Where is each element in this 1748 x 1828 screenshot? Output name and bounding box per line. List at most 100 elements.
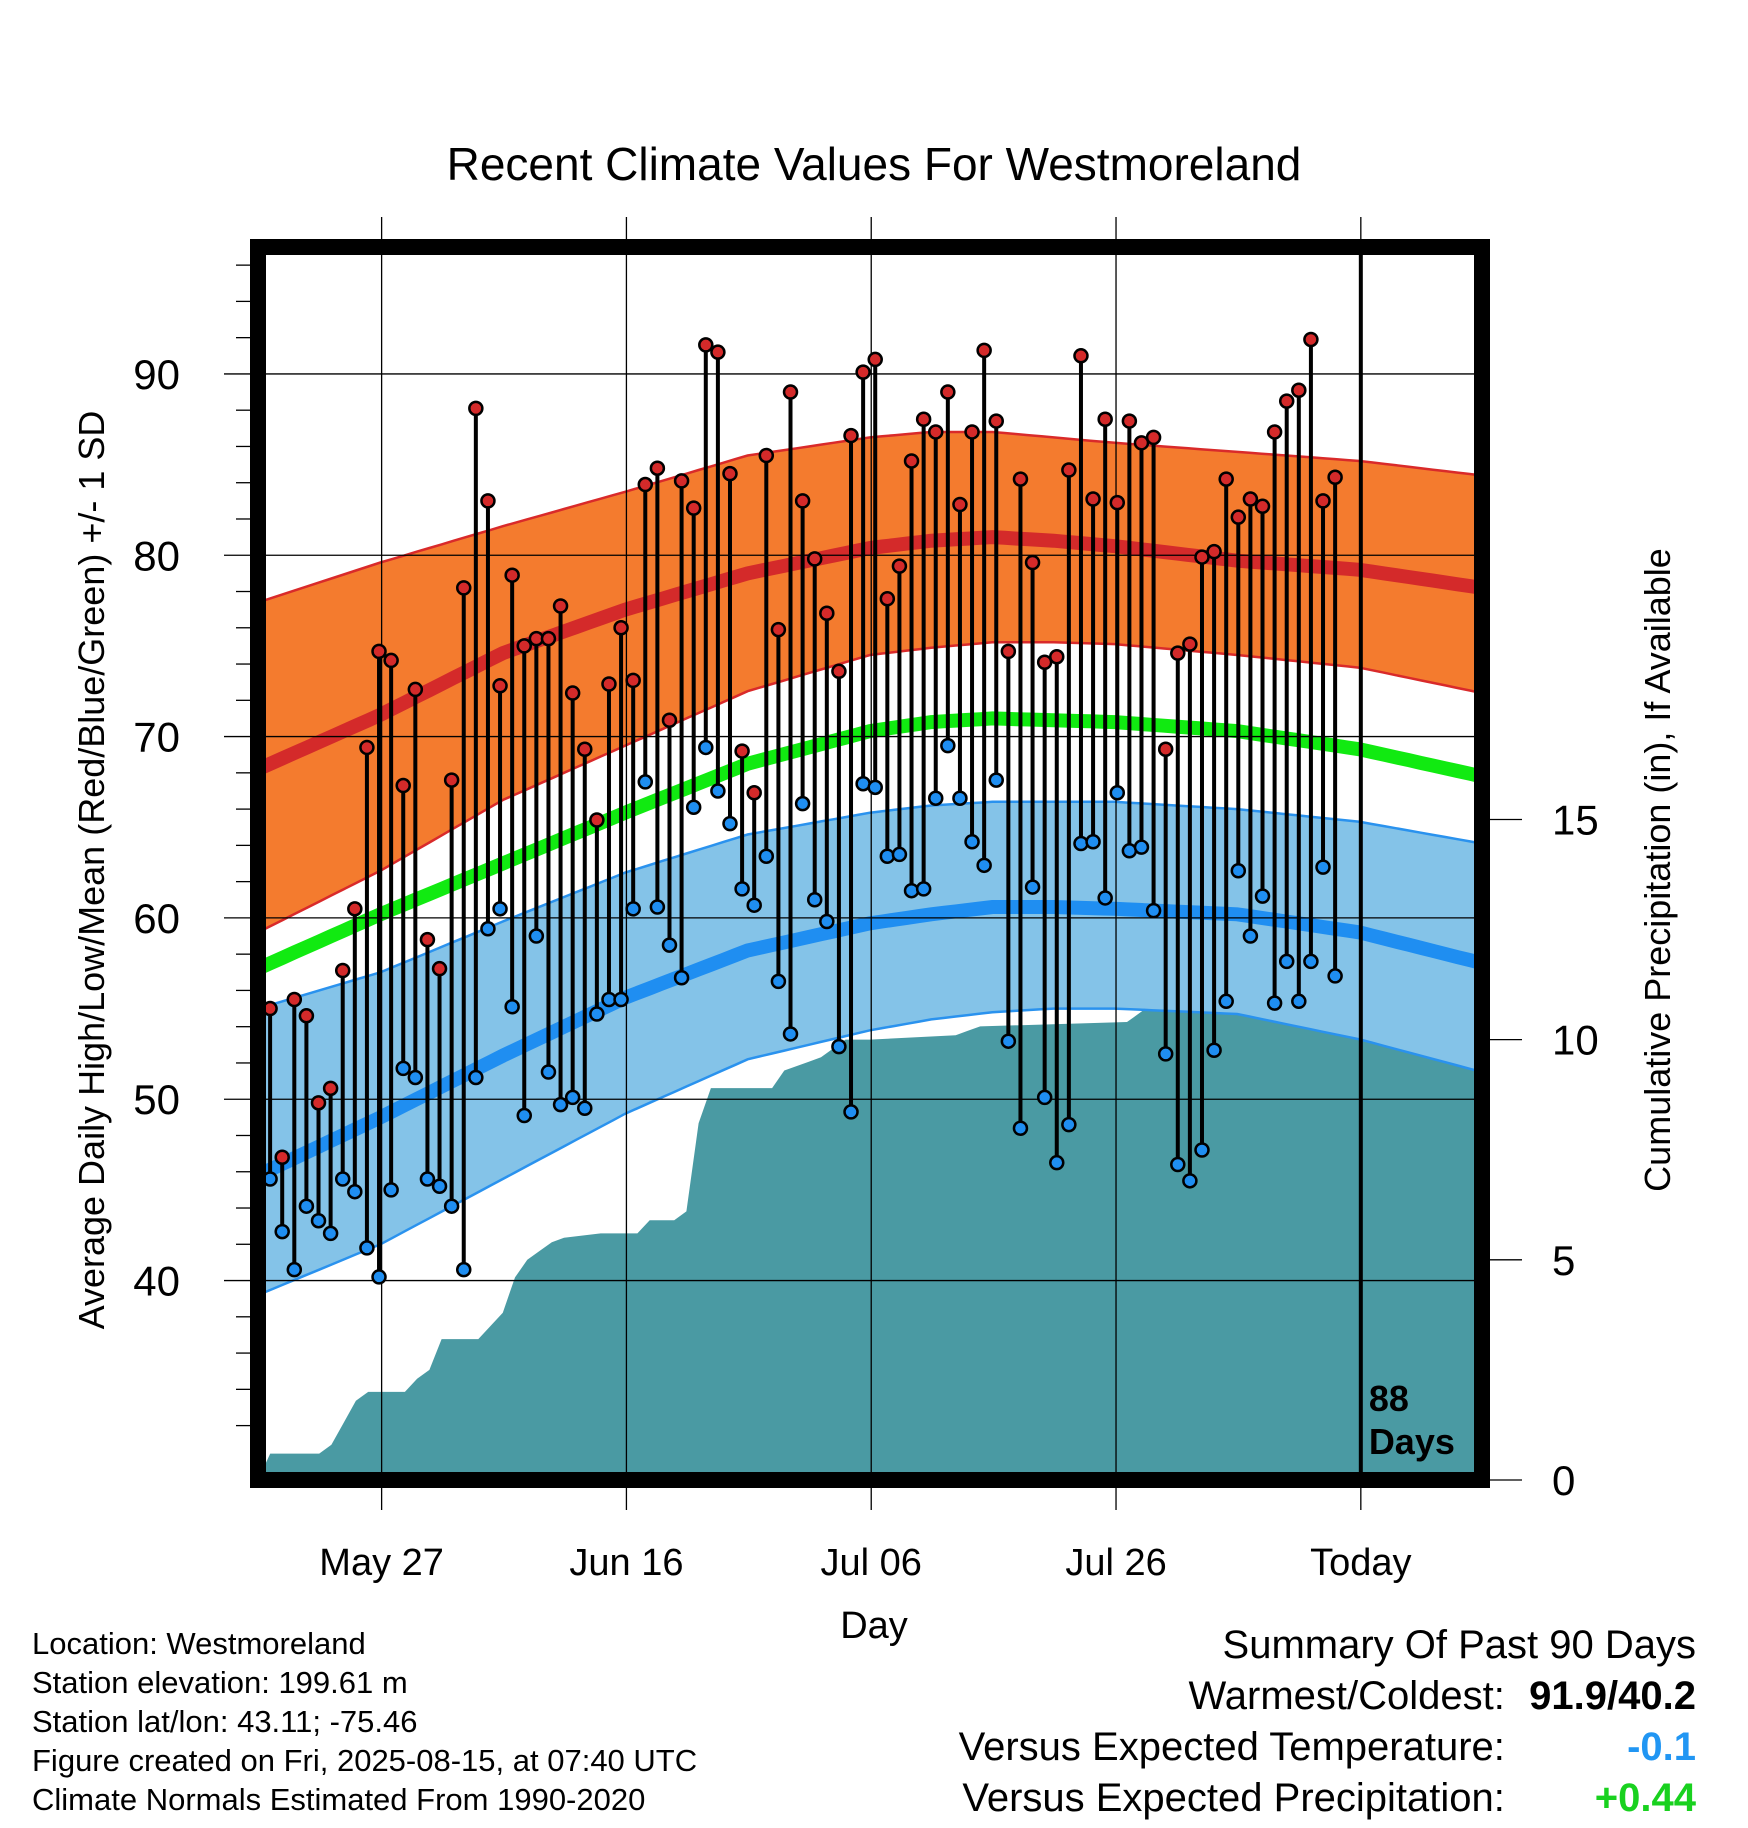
low-point — [819, 913, 835, 930]
low-point — [1291, 993, 1307, 1010]
low-point — [843, 1104, 859, 1120]
high-point — [782, 384, 799, 400]
low-point — [371, 1269, 387, 1285]
low-point — [794, 795, 811, 812]
low-point — [1278, 953, 1295, 970]
high-point — [492, 678, 508, 694]
low-point — [1145, 902, 1162, 919]
warm-cold-label: Warmest/Coldest: — [1188, 1674, 1505, 1718]
low-point — [1170, 1156, 1186, 1173]
high-point — [710, 344, 726, 360]
high-point — [1036, 654, 1053, 670]
low-point — [867, 779, 883, 796]
high-point — [673, 473, 690, 489]
low-point — [298, 1198, 315, 1214]
chart-title: Recent Climate Values For Westmoreland — [447, 138, 1302, 190]
high-point — [516, 638, 533, 654]
high-point — [1109, 494, 1126, 511]
high-point — [903, 453, 920, 469]
low-point — [1242, 928, 1259, 944]
high-point — [1049, 649, 1065, 665]
high-point — [1254, 498, 1271, 515]
latlon-text: Station lat/lon: 43.11; -75.46 — [32, 1704, 418, 1739]
low-point — [589, 1006, 605, 1022]
high-point — [298, 1008, 315, 1024]
high-point — [1315, 493, 1331, 509]
low-point — [359, 1240, 375, 1256]
y2-tick-label: 5 — [1552, 1237, 1575, 1284]
low-point — [1085, 833, 1101, 850]
summary-temp-row: Versus Expected Temperature: -0.1 — [796, 1722, 1696, 1773]
low-point — [940, 737, 956, 754]
high-point — [1278, 393, 1295, 409]
high-band-upper-edge — [258, 430, 1482, 604]
high-point — [891, 558, 908, 574]
low-point — [1315, 859, 1331, 875]
low-point — [564, 1089, 581, 1106]
low-point — [927, 790, 944, 806]
low-point — [1327, 968, 1343, 984]
low-point — [1303, 953, 1319, 970]
low-point — [1012, 1120, 1029, 1136]
warm-cold-value: 91.9/40.2 — [1529, 1674, 1696, 1718]
high-point — [589, 812, 605, 828]
high-point — [855, 364, 871, 380]
low-point — [698, 739, 714, 756]
low-point — [613, 991, 629, 1008]
high-point — [286, 991, 303, 1008]
high-point — [334, 962, 351, 979]
low-point — [431, 1178, 448, 1195]
high-point — [383, 652, 399, 669]
low-point — [407, 1069, 424, 1086]
plot-frame — [250, 239, 1490, 1488]
low-point — [770, 973, 787, 990]
low-point — [1230, 863, 1247, 879]
low-point — [1194, 1142, 1210, 1158]
y-tick-label: 50 — [133, 1076, 180, 1123]
low-point — [347, 1183, 363, 1200]
high-point — [347, 901, 363, 917]
elevation-text: Station elevation: 199.61 m — [32, 1665, 408, 1700]
high-point — [504, 567, 520, 583]
low-point — [1109, 785, 1126, 801]
high-point — [794, 493, 811, 509]
high-point — [758, 447, 775, 464]
high-point — [940, 384, 956, 400]
low-point — [504, 998, 520, 1015]
high-point — [552, 598, 569, 614]
high-point — [1024, 554, 1041, 571]
high-point — [952, 496, 968, 513]
high-point — [1327, 469, 1343, 486]
x-tick-label: May 27 — [319, 1542, 444, 1584]
high-point — [1145, 429, 1162, 446]
y2-tick-label: 0 — [1552, 1457, 1575, 1504]
normals-text: Climate Normals Estimated From 1990-2020 — [32, 1782, 646, 1817]
high-point — [431, 960, 448, 977]
location-text: Location: Westmoreland — [32, 1626, 366, 1661]
low-point — [274, 1223, 290, 1240]
y2-axis-label: Cumulative Precipitation (in), If Availa… — [1637, 548, 1678, 1192]
low-point — [1024, 879, 1041, 895]
temp-value: -0.1 — [1627, 1725, 1696, 1769]
y2-tick-label: 10 — [1552, 1017, 1599, 1064]
x-axis-label: Day — [840, 1605, 908, 1647]
low-point — [1206, 1042, 1222, 1059]
today-days-number: 88 — [1369, 1378, 1409, 1419]
low-point — [879, 848, 896, 864]
high-point — [1242, 491, 1259, 507]
high-point — [819, 605, 835, 622]
high-point — [310, 1095, 327, 1111]
high-point — [734, 743, 750, 759]
low-point — [661, 937, 678, 953]
station-info: Location: Westmoreland Station elevation… — [32, 1624, 832, 1819]
low-point — [903, 882, 920, 899]
high-point — [649, 460, 666, 476]
low-point — [552, 1096, 569, 1113]
high-point — [915, 411, 932, 428]
high-point — [601, 676, 617, 692]
precip-label: Versus Expected Precipitation: — [962, 1776, 1505, 1820]
low-point — [1061, 1116, 1077, 1133]
high-point — [577, 741, 593, 758]
x-tick-label: Jul 26 — [1065, 1542, 1166, 1584]
